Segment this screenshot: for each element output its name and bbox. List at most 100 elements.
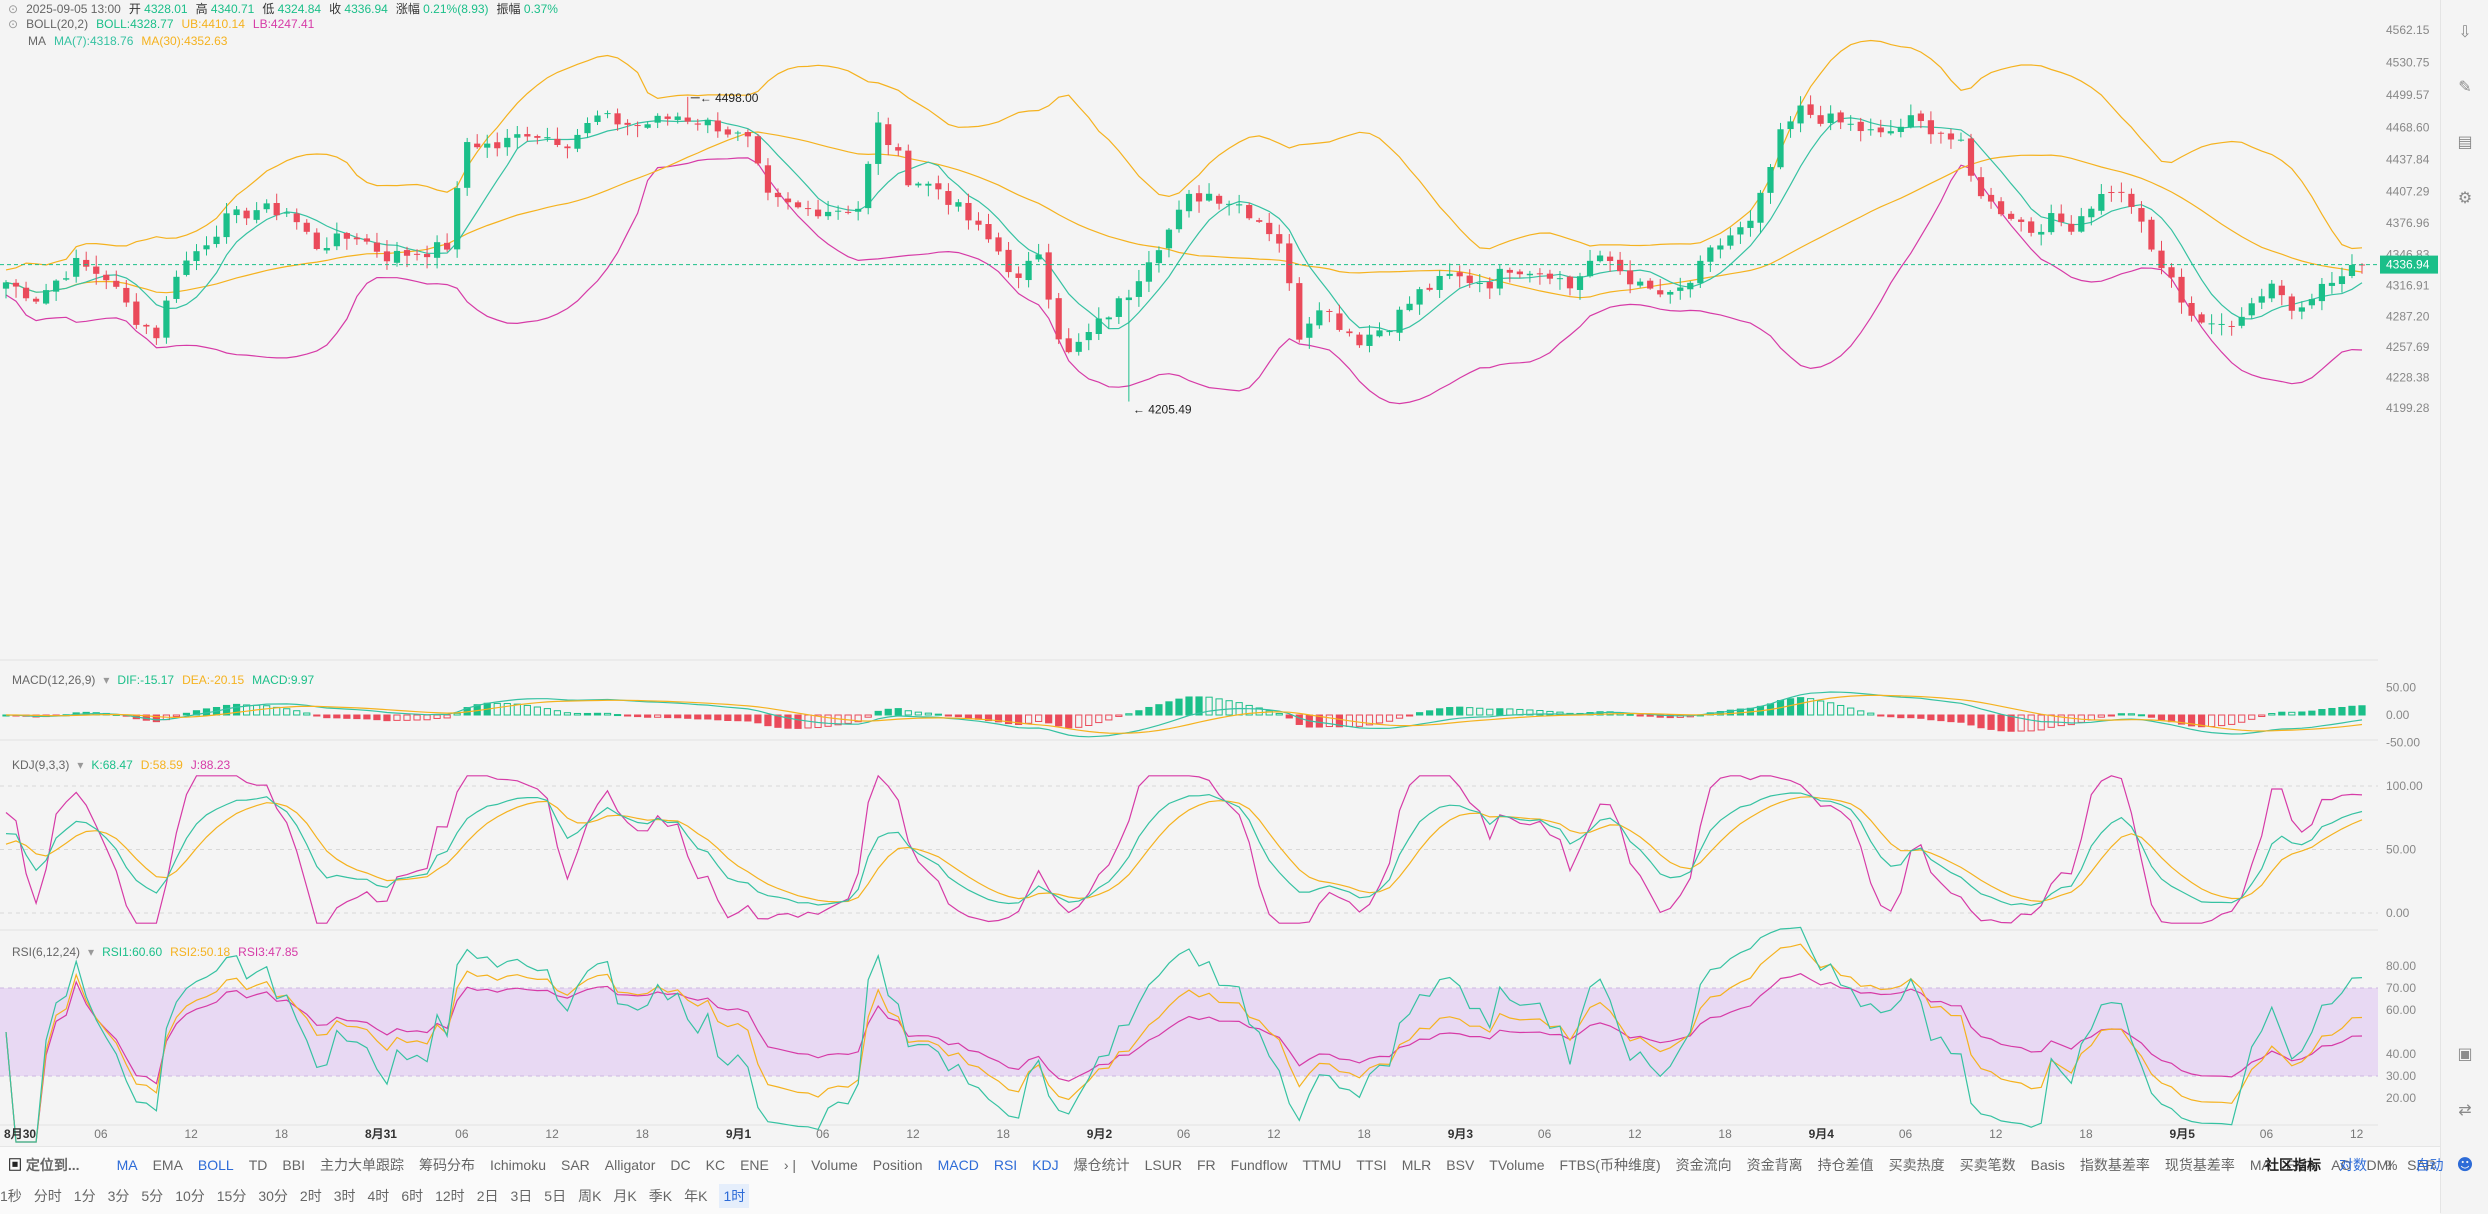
sub-indicator-14[interactable]: FTBS(币种维度) [1559,1157,1661,1173]
sub-indicator-5[interactable]: 爆仓统计 [1073,1157,1130,1173]
collapse-icon[interactable]: ⊙ [8,1,19,16]
collapse-icon[interactable]: ⊙ [8,17,19,31]
main-indicator-7[interactable]: Ichimoku [489,1157,546,1173]
timeframe-16[interactable]: 周K [578,1188,602,1204]
compare-icon[interactable]: ⇄ [2458,1100,2472,1119]
sub-indicator-16[interactable]: 资金背离 [1746,1157,1803,1173]
sub-indicator-6[interactable]: LSUR [1144,1157,1182,1173]
bottom-right-controls: 社区指标 对数% 自动 [2265,1151,2461,1179]
timeframe-13[interactable]: 2日 [476,1188,499,1204]
main-indicator-0[interactable]: MA [116,1157,138,1173]
macd-bar [152,714,160,723]
sub-indicator-17[interactable]: 持仓差值 [1817,1157,1874,1173]
timeframe-10[interactable]: 4时 [367,1188,390,1204]
kdj-name[interactable]: KDJ(9,3,3) [12,758,70,772]
rsi1-line [5,926,2363,1143]
sub-indicator-1[interactable]: Position [872,1157,923,1173]
sub-indicator-25[interactable]: AO [2331,1157,2352,1173]
right-control-1[interactable]: 对数 [2339,1157,2367,1173]
main-indicator-8[interactable]: SAR [561,1157,590,1173]
sub-indicator-18[interactable]: 买卖热度 [1888,1157,1945,1173]
sub-indicator-0[interactable]: Volume [811,1157,858,1173]
dropdown-icon[interactable]: ▾ [88,945,95,959]
candle-body [1917,113,1924,122]
macd-name[interactable]: MACD(12,26,9) [12,673,96,687]
sub-indicator-10[interactable]: TTSI [1356,1157,1387,1173]
chevron-right-icon[interactable]: › | [783,1157,797,1173]
main-indicator-11[interactable]: KC [705,1157,726,1173]
timeframe-15[interactable]: 5日 [544,1188,567,1204]
main-indicator-1[interactable]: EMA [152,1157,183,1173]
dropdown-icon[interactable]: ▾ [103,673,110,687]
timeframe-14[interactable]: 3日 [510,1188,533,1204]
timeframe-11[interactable]: 6时 [401,1188,424,1204]
main-indicator-10[interactable]: DC [670,1157,691,1173]
sub-indicator-7[interactable]: FR [1196,1157,1216,1173]
sub-indicator-23[interactable]: MA [2249,1157,2271,1173]
timeframe-19[interactable]: 年K [684,1188,708,1204]
timeframe-0[interactable]: 1秒 [0,1188,22,1204]
rsi-name[interactable]: RSI(6,12,24) [12,945,81,959]
timeframe-8[interactable]: 2时 [299,1188,322,1204]
candle-body [233,209,240,216]
macd-bar [744,714,752,722]
timeframe-6[interactable]: 15分 [216,1188,247,1204]
sub-indicator-2[interactable]: MACD [937,1157,979,1173]
candle-body [2218,323,2225,325]
main-indicator-12[interactable]: ENE [740,1157,769,1173]
indicator-icon[interactable]: ▤ [2457,132,2473,151]
candle-body [1797,105,1804,124]
timeframe-20[interactable]: 1时 [719,1184,750,1208]
timeframe-3[interactable]: 3分 [107,1188,130,1204]
macd-bar [433,714,441,719]
main-indicator-6[interactable]: 筹码分布 [418,1157,475,1173]
sub-indicator-26[interactable]: DMI [2366,1157,2393,1173]
sub-indicator-27[interactable]: SAR [2407,1157,2436,1173]
sub-indicator-22[interactable]: 现货基差率 [2164,1157,2235,1173]
macd-bar [2228,714,2236,725]
sub-indicator-4[interactable]: KDJ [1032,1157,1059,1173]
timeframe-12[interactable]: 12时 [435,1188,465,1204]
timeframe-7[interactable]: 30分 [258,1188,288,1204]
timeframe-17[interactable]: 月K [613,1188,637,1204]
macd-bar [1947,714,1955,723]
main-indicator-5[interactable]: 主力大单跟踪 [319,1157,404,1173]
sub-indicator-8[interactable]: Fundflow [1230,1157,1288,1173]
sub-indicator-15[interactable]: 资金流向 [1675,1157,1732,1173]
sub-indicator-21[interactable]: 指数基差率 [2079,1157,2150,1173]
main-indicator-3[interactable]: TD [248,1157,268,1173]
sub-indicator-3[interactable]: RSI [993,1157,1018,1173]
candle-body [243,210,250,219]
layout-icon[interactable]: ▣ [2457,1044,2473,1063]
timeframe-5[interactable]: 10分 [175,1188,205,1204]
sub-indicator-12[interactable]: BSV [1446,1157,1475,1173]
right-control-3[interactable]: 自动 [2415,1157,2444,1173]
sub-indicator-9[interactable]: TTMU [1302,1157,1342,1173]
settings-icon[interactable]: ⚙ [2457,188,2473,207]
timeframe-18[interactable]: 季K [648,1188,673,1204]
x-tick-label: 12 [184,1127,198,1141]
timeframe-1[interactable]: 分时 [33,1188,62,1204]
right-control-0[interactable]: 社区指标 [2265,1157,2321,1173]
timeframe-4[interactable]: 5分 [141,1188,164,1204]
timeframe-2[interactable]: 1分 [73,1188,96,1204]
timeframe-9[interactable]: 3时 [333,1188,356,1204]
main-indicator-2[interactable]: BOLL [197,1157,234,1173]
right-control-2[interactable]: % [2385,1157,2398,1173]
sub-indicator-24[interactable]: EMA [2285,1157,2317,1173]
sub-indicator-19[interactable]: 买卖笔数 [1959,1157,2016,1173]
bot-icon[interactable]: ☻ [2456,1155,2474,1174]
main-indicator-4[interactable]: BBI [282,1157,305,1173]
main-indicator-9[interactable]: Alligator [604,1157,656,1173]
download-icon[interactable]: ⇩ [2458,22,2472,41]
candle-body [2128,193,2135,207]
macd-bar [2177,714,2186,725]
sub-indicator-20[interactable]: Basis [2030,1157,2065,1173]
sub-indicator-13[interactable]: TVolume [1489,1157,1545,1173]
chart-canvas[interactable]: 4562.15 4530.75 4499.57 4468.60 4437.84 4407.… [0,0,2440,1146]
sub-indicator-11[interactable]: MLR [1401,1157,1432,1173]
dropdown-icon[interactable]: ▾ [77,758,84,772]
locate-button[interactable]: ▣ 定位到... [8,1157,80,1173]
drawing-icon[interactable]: ✎ [2458,77,2472,96]
candle-body [754,136,762,164]
